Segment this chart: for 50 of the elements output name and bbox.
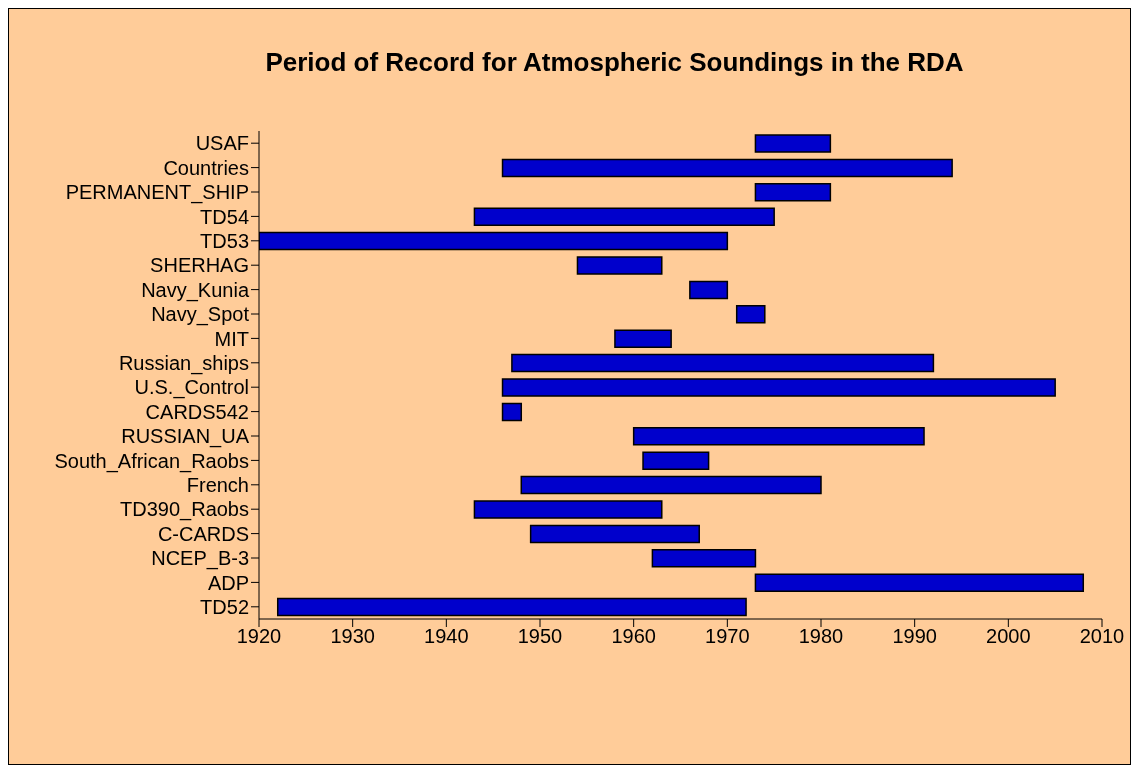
bar (735, 305, 766, 324)
bar (754, 134, 832, 153)
x-tick-label: 1930 (330, 625, 375, 648)
y-tick-label: TD53 (200, 229, 249, 252)
y-tick-label: PERMANENT_SHIP (65, 181, 249, 205)
bar (642, 451, 710, 470)
y-tick-label: TD52 (200, 595, 249, 618)
y-tick-label: ADP (207, 571, 249, 594)
bar (276, 597, 747, 617)
y-tick-label: Navy_Spot (151, 303, 250, 327)
y-tick-label: USAF (195, 132, 249, 155)
x-tick-label: 1980 (798, 625, 844, 648)
y-tick-label: CARDS542 (145, 400, 249, 423)
bar (576, 256, 663, 275)
y-tick-label: C-CARDS (157, 522, 249, 545)
bar (520, 475, 822, 495)
y-tick-label: U.S._Control (134, 376, 249, 400)
y-tick-label: Navy_Kunia (141, 278, 250, 302)
y-tick-label: South_African_Raobs (54, 449, 249, 473)
y-tick-label: French (186, 473, 249, 496)
bar (689, 280, 729, 300)
bar (614, 329, 672, 348)
bar (511, 353, 935, 373)
bar (754, 573, 1085, 592)
bar (651, 549, 757, 568)
y-tick-label: TD390_Raobs (120, 498, 249, 522)
x-tick-label: 1960 (611, 625, 656, 648)
bar (754, 183, 832, 202)
x-tick-label: 1920 (236, 625, 282, 648)
y-tick-label: Countries (163, 156, 249, 179)
y-tick-label: MIT (214, 327, 249, 350)
y-tick-label: NCEP_B-3 (151, 547, 249, 571)
y-tick-label: TD54 (200, 205, 249, 228)
bar (501, 402, 523, 422)
x-tick-label: 1950 (517, 625, 563, 648)
bar (632, 427, 925, 446)
x-tick-label: 2000 (986, 625, 1031, 648)
x-tick-label: 2010 (1079, 625, 1125, 648)
y-tick-label: RUSSIAN_UA (121, 425, 250, 449)
bar (501, 378, 1056, 397)
bar (529, 524, 700, 544)
x-tick-label: 1970 (705, 625, 750, 648)
y-tick-label: Russian_ships (118, 351, 249, 375)
bar (501, 158, 953, 178)
x-tick-label: 1940 (424, 625, 469, 648)
bar (473, 500, 663, 519)
chart-title: Period of Record for Atmospheric Soundings in the RDA (264, 47, 965, 78)
y-tick-label: SHERHAG (150, 254, 249, 277)
x-tick-label: 1990 (892, 625, 937, 648)
bar (473, 207, 775, 226)
